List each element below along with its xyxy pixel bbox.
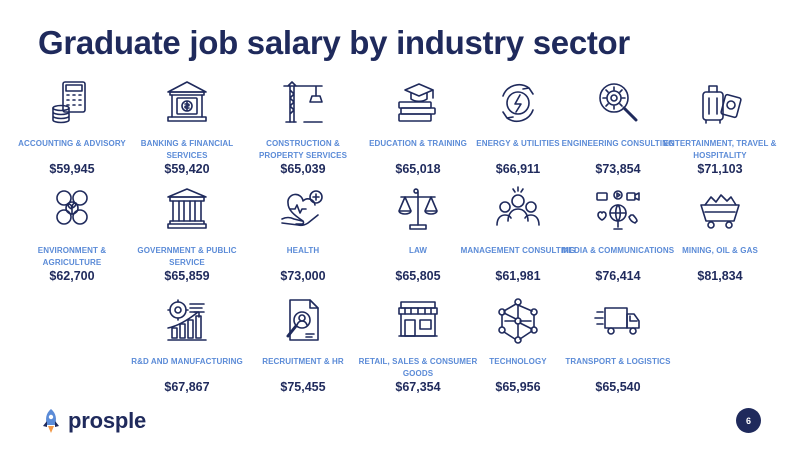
sector-salary: $61,981 <box>495 269 541 283</box>
sector-construction: CONSTRUCTION & PROPERTY SERVICES $65,039 <box>243 78 363 176</box>
gears-plant-icon <box>47 185 97 235</box>
hand-heart-icon <box>278 185 328 235</box>
sector-salary: $65,540 <box>595 380 641 394</box>
sector-salary: $73,854 <box>595 162 641 176</box>
sector-label: RETAIL, SALES & CONSUMER GOODS <box>358 357 478 378</box>
sector-salary: $59,420 <box>164 162 210 176</box>
page-title: Graduate job salary by industry sector <box>38 24 630 61</box>
sector-label: MEDIA & COMMUNICATIONS <box>561 246 675 255</box>
sector-salary: $65,956 <box>495 380 541 394</box>
sector-health: HEALTH $73,000 <box>243 185 363 283</box>
resume-search-icon <box>278 296 328 346</box>
sector-media: MEDIA & COMMUNICATIONS $76,414 <box>558 185 678 283</box>
sector-management: MANAGEMENT CONSULTING $61,981 <box>458 185 578 283</box>
sector-salary: $66,911 <box>495 162 541 176</box>
sector-label: HEALTH <box>286 246 320 255</box>
sector-salary: $62,700 <box>49 269 95 283</box>
sector-government: GOVERNMENT & PUBLIC SERVICE $65,859 <box>127 185 247 283</box>
sector-engineering: ENGINEERING CONSULTING $73,854 <box>558 78 678 176</box>
sector-law: LAW $65,805 <box>358 185 478 283</box>
sector-label: CONSTRUCTION & PROPERTY SERVICES <box>258 139 348 160</box>
sector-energy: ENERGY & UTILITIES $66,911 <box>458 78 578 176</box>
sector-label: TECHNOLOGY <box>489 357 547 366</box>
renewable-energy-icon <box>493 78 543 128</box>
sector-recruitment: RECRUITMENT & HR $75,455 <box>243 296 363 394</box>
delivery-truck-icon <box>593 296 643 346</box>
sector-mining: MINING, OIL & GAS $81,834 <box>660 185 780 283</box>
calculator-coins-icon <box>47 78 97 128</box>
sector-salary: $67,867 <box>164 380 210 394</box>
sector-transport: TRANSPORT & LOGISTICS $65,540 <box>558 296 678 394</box>
sector-retail: RETAIL, SALES & CONSUMER GOODS $67,354 <box>358 296 478 394</box>
sector-rnd-manufacturing: R&D AND MANUFACTURING $67,867 <box>127 296 247 394</box>
gear-growth-chart-icon <box>162 296 212 346</box>
sector-salary: $75,455 <box>280 380 326 394</box>
sector-label: MANAGEMENT CONSULTING <box>460 246 576 255</box>
sector-salary: $65,018 <box>395 162 441 176</box>
luggage-passport-icon <box>695 78 745 128</box>
sector-label: BANKING & FINANCIAL SERVICES <box>140 139 234 160</box>
sector-accounting: ACCOUNTING & ADVISORY $59,945 <box>12 78 132 176</box>
scales-of-justice-icon <box>393 185 443 235</box>
sector-salary: $65,039 <box>280 162 326 176</box>
sector-label: GOVERNMENT & PUBLIC SERVICE <box>137 246 237 267</box>
prosple-logo: prosple <box>40 408 146 434</box>
sector-salary: $65,859 <box>164 269 210 283</box>
sector-salary: $73,000 <box>280 269 326 283</box>
network-nodes-icon <box>493 296 543 346</box>
team-people-icon <box>493 185 543 235</box>
sector-entertainment: ENTERTAINMENT, TRAVEL & HOSPITALITY $71,… <box>660 78 780 176</box>
sector-salary: $76,414 <box>595 269 641 283</box>
sector-banking: BANKING & FINANCIAL SERVICES $59,420 <box>127 78 247 176</box>
sector-salary: $65,805 <box>395 269 441 283</box>
sector-salary: $81,834 <box>697 269 743 283</box>
sector-label: TRANSPORT & LOGISTICS <box>565 357 671 366</box>
sector-label: R&D AND MANUFACTURING <box>131 357 243 366</box>
sector-label: MINING, OIL & GAS <box>682 246 758 255</box>
sector-label: ACCOUNTING & ADVISORY <box>18 139 126 148</box>
sector-label: ENERGY & UTILITIES <box>476 139 560 148</box>
gear-magnifier-icon <box>593 78 643 128</box>
books-graduation-cap-icon <box>393 78 443 128</box>
sector-salary: $71,103 <box>697 162 743 176</box>
sector-label: ENVIRONMENT & AGRICULTURE <box>37 246 107 267</box>
mine-cart-icon <box>695 185 745 235</box>
sector-label: RECRUITMENT & HR <box>262 357 344 366</box>
storefront-icon <box>393 296 443 346</box>
sector-salary: $67,354 <box>395 380 441 394</box>
sector-label: LAW <box>408 246 428 255</box>
sector-environment: ENVIRONMENT & AGRICULTURE $62,700 <box>12 185 132 283</box>
government-building-icon <box>162 185 212 235</box>
media-globe-icon <box>593 185 643 235</box>
sector-education: EDUCATION & TRAINING $65,018 <box>358 78 478 176</box>
sector-label: ENTERTAINMENT, TRAVEL & HOSPITALITY <box>663 139 777 160</box>
logo-wordmark: prosple <box>68 408 147 433</box>
bank-dollar-icon <box>162 78 212 128</box>
rocket-icon <box>43 409 59 433</box>
sector-salary: $59,945 <box>49 162 95 176</box>
crane-icon <box>278 78 328 128</box>
sector-label: ENGINEERING CONSULTING <box>561 139 675 148</box>
page-number-badge: 6 <box>736 408 761 433</box>
sector-label: EDUCATION & TRAINING <box>369 139 467 148</box>
sector-technology: TECHNOLOGY $65,956 <box>458 296 578 394</box>
